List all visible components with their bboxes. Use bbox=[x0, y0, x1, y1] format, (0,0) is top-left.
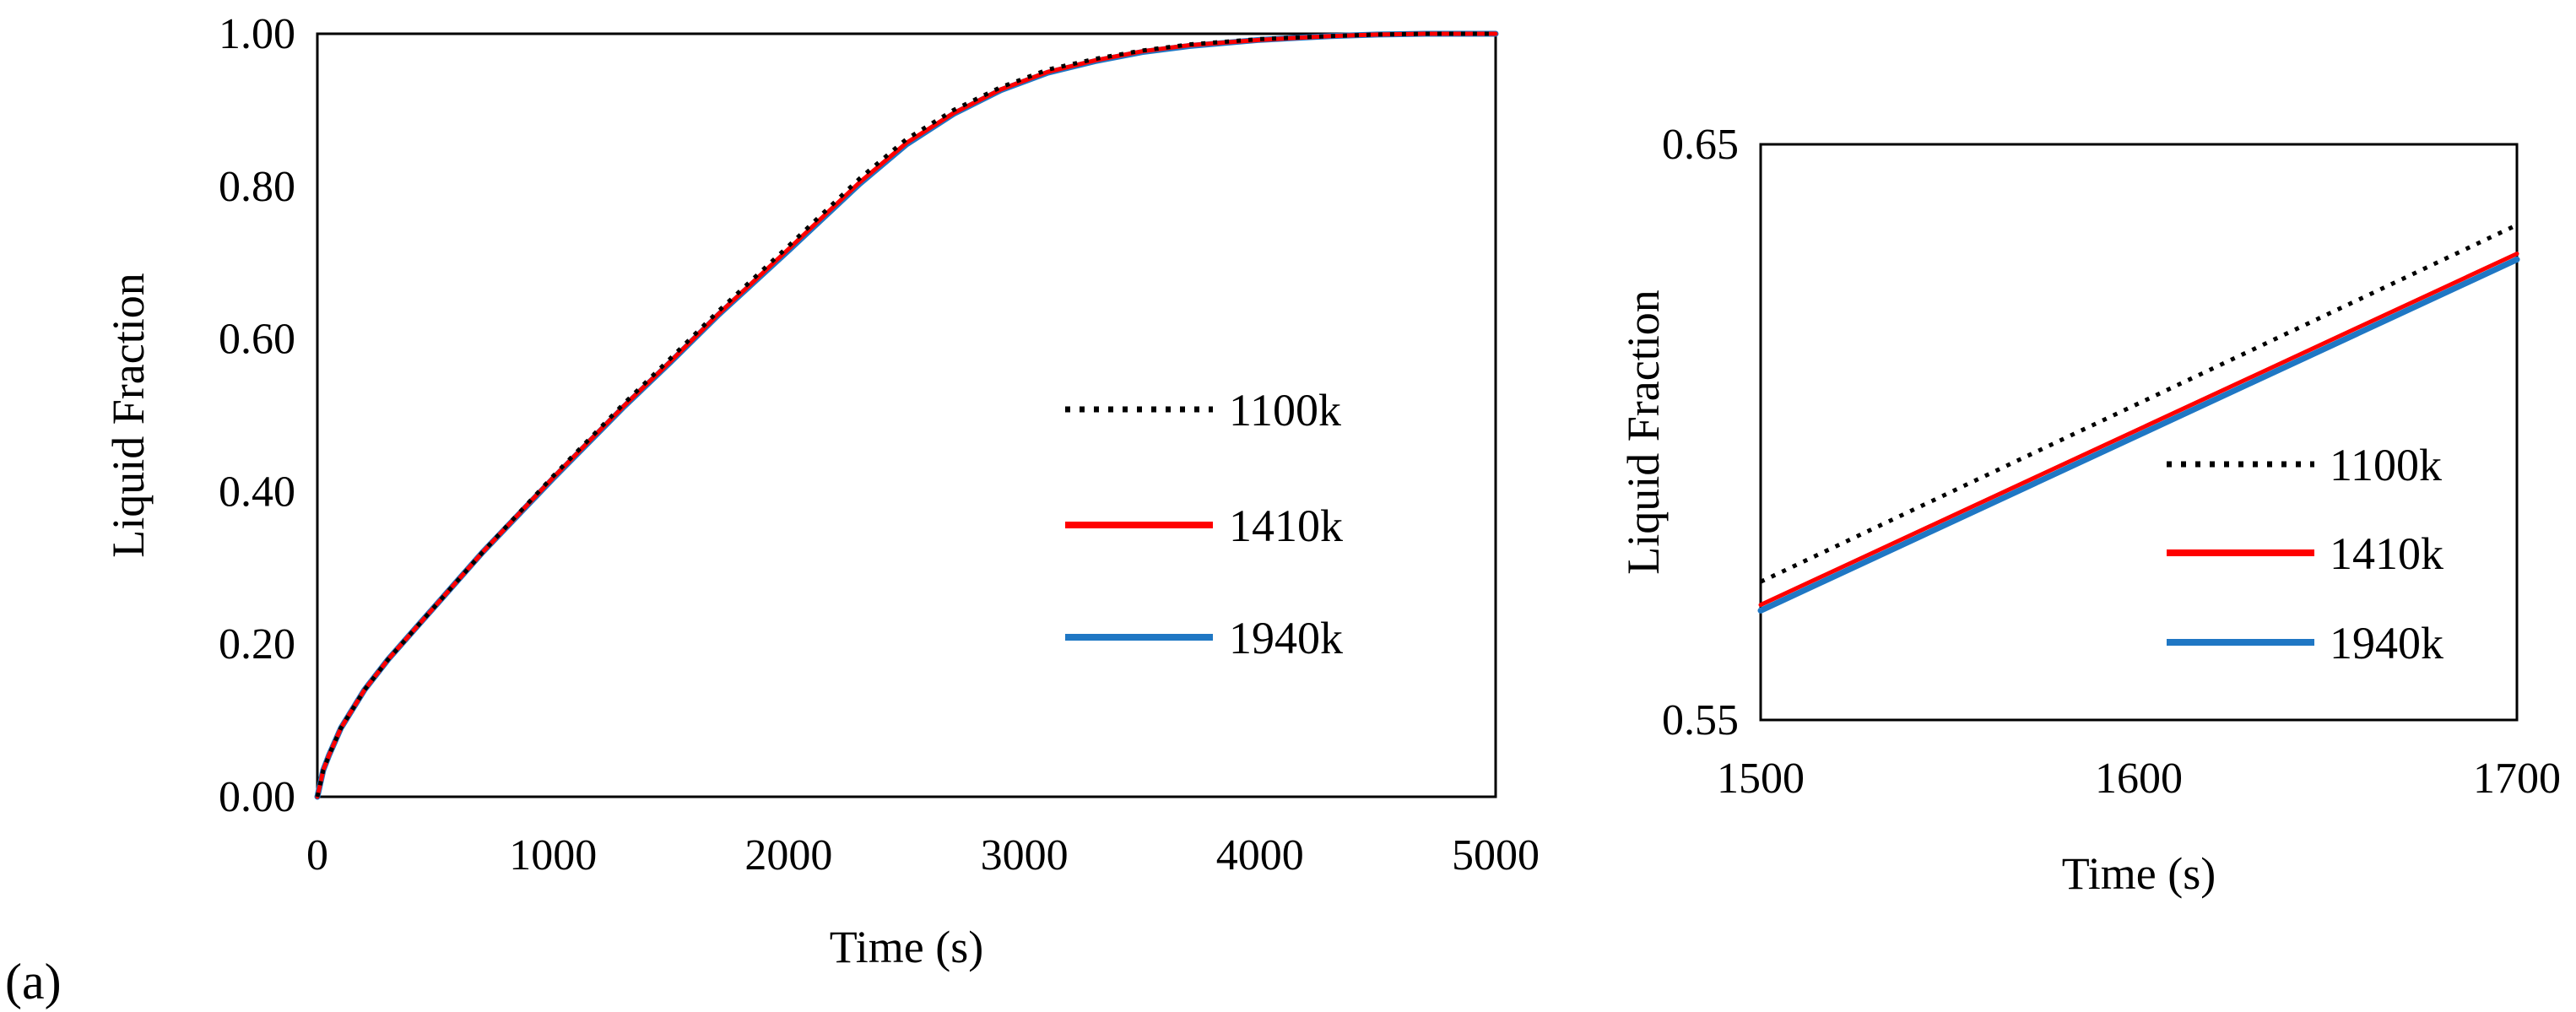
inset-y-tick-labels: 0.55 0.65 bbox=[1662, 121, 1739, 744]
main-y-tick-label: 1.00 bbox=[219, 10, 295, 58]
main-legend-label-1940k: 1940k bbox=[1229, 613, 1343, 663]
inset-y-tick-label: 0.55 bbox=[1662, 696, 1739, 744]
inset-x-axis-title: Time (s) bbox=[2062, 848, 2216, 899]
main-legend-label-1410k: 1410k bbox=[1229, 501, 1343, 551]
main-y-tick-label: 0.80 bbox=[219, 163, 295, 211]
main-x-axis-title: Time (s) bbox=[830, 922, 984, 972]
main-x-tick-label: 5000 bbox=[1452, 831, 1540, 879]
inset-legend: 1100k 1410k 1940k bbox=[2167, 440, 2443, 668]
main-x-tick-label: 0 bbox=[306, 831, 328, 879]
inset-series-group bbox=[1757, 223, 2520, 614]
main-x-tick-label: 4000 bbox=[1216, 831, 1304, 879]
main-y-tick-label: 0.00 bbox=[219, 773, 295, 821]
main-chart: 0.00 0.20 0.40 0.60 0.80 1.00 0 1000 2000 3000 40… bbox=[103, 10, 1540, 972]
inset-legend-label-1100k: 1100k bbox=[2330, 440, 2442, 490]
inset-y-axis-title: Liquid Fraction bbox=[1618, 290, 1669, 574]
inset-chart: 0.55 0.65 1500 1600 1700 Time (s) Liquid Fr… bbox=[1618, 121, 2561, 899]
inset-plot-frame bbox=[1759, 143, 2519, 722]
inset-series-line-1940k bbox=[1757, 256, 2520, 614]
inset-legend-label-1940k: 1940k bbox=[2330, 618, 2443, 668]
figure-panel-label: (a) bbox=[5, 954, 62, 1009]
main-y-tick-label: 0.60 bbox=[219, 316, 295, 364]
main-y-tick-label: 0.20 bbox=[219, 620, 295, 668]
inset-x-tick-labels: 1500 1600 1700 bbox=[1717, 755, 2561, 803]
main-y-tick-label: 0.40 bbox=[219, 468, 295, 516]
main-series-line-1100k bbox=[315, 31, 1496, 798]
main-x-tick-labels: 0 1000 2000 3000 4000 5000 bbox=[306, 831, 1540, 879]
main-x-tick-label: 1000 bbox=[509, 831, 597, 879]
inset-legend-label-1410k: 1410k bbox=[2330, 528, 2443, 579]
main-legend: 1100k 1410k 1940k bbox=[1065, 385, 1343, 663]
main-x-tick-label: 2000 bbox=[744, 831, 832, 879]
inset-series-line-1410k bbox=[1758, 252, 2519, 608]
main-y-axis-title: Liquid Fraction bbox=[103, 273, 154, 557]
main-legend-label-1100k: 1100k bbox=[1229, 385, 1341, 436]
inset-x-tick-label: 1600 bbox=[2095, 755, 2183, 803]
main-series-group bbox=[314, 30, 1499, 800]
inset-y-tick-label: 0.65 bbox=[1662, 121, 1739, 169]
main-plot-frame bbox=[316, 32, 1497, 798]
inset-x-tick-label: 1500 bbox=[1717, 755, 1805, 803]
main-y-tick-labels: 0.00 0.20 0.40 0.60 0.80 1.00 bbox=[219, 10, 295, 821]
inset-x-tick-label: 1700 bbox=[2473, 755, 2561, 803]
main-x-tick-label: 3000 bbox=[981, 831, 1069, 879]
